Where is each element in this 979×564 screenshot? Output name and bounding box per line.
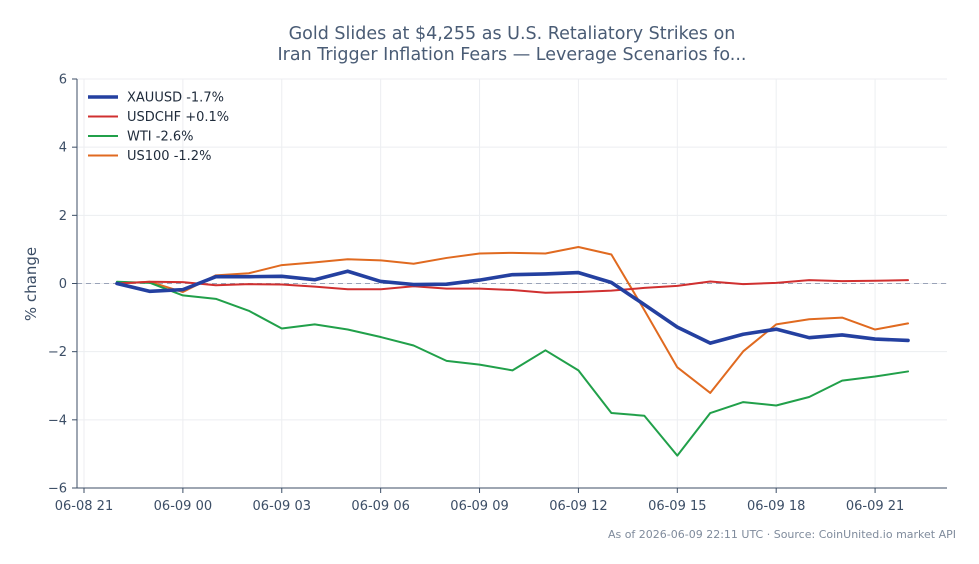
gridlines [77,78,947,489]
x-tick-label-1: 06-09 00 [154,499,212,514]
y-tick-label-3: 0 [59,277,67,292]
y-tick-label-4: 2 [59,209,67,224]
x-tick-label-8: 06-09 21 [846,499,904,514]
legend-label-0: XAUUSD -1.7% [127,91,224,106]
y-tick-label-1: −4 [48,413,67,428]
chart-title-line-2: Iran Trigger Inflation Fears — Leverage … [278,45,747,65]
x-tick-label-5: 06-09 12 [549,499,607,514]
source-footnote: As of 2026-06-09 22:11 UTC · Source: Coi… [608,528,956,541]
y-tick-label-5: 4 [59,141,67,156]
x-tick-label-3: 06-09 06 [351,499,409,514]
series-lines [115,246,910,457]
series-line-0 [115,269,910,345]
legend-label-3: US100 -1.2% [127,149,211,164]
x-tick-label-6: 06-09 15 [648,499,706,514]
y-axis-label: % change [22,247,40,321]
x-tick-label-2: 06-09 03 [253,499,311,514]
series-line-1 [115,279,910,294]
x-tick-label-4: 06-09 09 [450,499,508,514]
x-tick-label-0: 06-08 21 [55,499,113,514]
x-axis-ticks: 06-08 21 06-09 00 06-09 03 06-09 06 06-09 09… [55,488,904,514]
series-line-3 [115,246,910,394]
legend: XAUUSD -1.7% USDCHF +0.1% WTI -2.6% US100 -… [88,91,229,164]
y-tick-label-0: −6 [48,482,67,497]
y-tick-label-2: −2 [48,345,67,360]
y-axis-ticks: −6 −4 −2 0 2 4 6 [48,73,77,497]
x-tick-label-7: 06-09 18 [747,499,805,514]
legend-label-2: WTI -2.6% [127,130,193,145]
chart-title-line-1: Gold Slides at $4,255 as U.S. Retaliator… [289,24,736,44]
y-tick-label-6: 6 [59,73,67,88]
chart-title: Gold Slides at $4,255 as U.S. Retaliator… [278,24,747,65]
legend-label-1: USDCHF +0.1% [127,110,229,125]
series-line-2 [115,280,910,457]
